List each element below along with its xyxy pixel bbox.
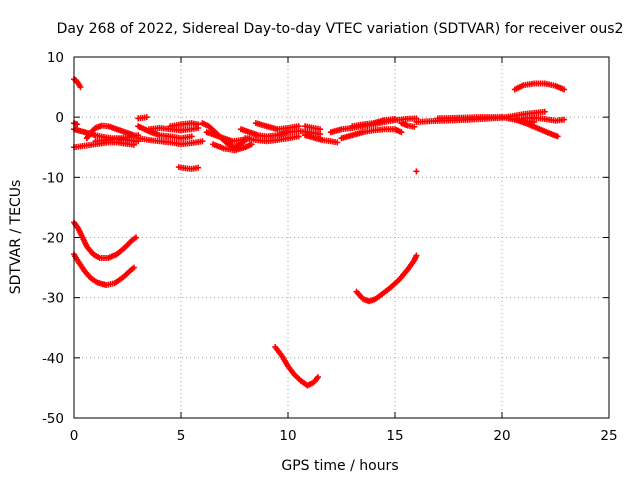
y-tick-label: -50 [42,411,64,427]
data-point [392,115,398,122]
series-arc-b [71,120,81,128]
data-point [398,129,405,136]
data-point [74,121,81,128]
data-point [295,123,302,130]
data-point [413,168,420,175]
data-point [554,133,561,140]
axis-ticks: 0 5 10 15 20 25 10 0 -10 -20 -30 -40 -50 [42,50,618,444]
data-point [199,138,206,145]
y-axis-label: SDTVAR / TECUs [8,180,24,295]
data-point [295,133,302,140]
series-arc-ac [520,114,568,124]
series-arc-h [135,123,195,142]
data-point [411,123,418,130]
data-point [133,234,140,241]
x-tick-label: 10 [279,428,296,444]
series-arc-x [398,120,418,130]
x-tick-label: 25 [600,428,617,444]
grid [74,57,609,418]
series-arc-ab [505,115,561,140]
data-point [130,264,137,271]
series-arc-q [252,120,302,133]
series-arc-p [237,126,324,140]
data-point [413,252,420,259]
data-point [561,86,568,93]
y-tick-label: 0 [55,110,64,126]
series-arc-ae [71,219,140,261]
x-tick-label: 15 [386,428,403,444]
data-points [71,76,568,389]
y-tick-label: -40 [42,351,64,367]
data-point [143,114,150,121]
series-arc-g [135,114,150,122]
y-tick-label: 10 [47,50,64,66]
series-arc-y [413,168,420,175]
series-arc-o [210,141,255,154]
series-arc-j [145,124,202,134]
series-arc-af [71,251,137,289]
data-point [195,121,202,128]
data-point [314,374,321,381]
data-point [334,139,341,146]
data-point [317,126,324,133]
series-arc-ad [511,80,568,93]
data-point [188,133,195,140]
series-arc-l [175,164,202,172]
series-arc-k [167,120,202,130]
series-arc-e [83,122,137,142]
series-arc-f [92,135,142,145]
series-arc-t [302,123,324,133]
data-point [77,84,84,91]
chart-title: Day 268 of 2022, Sidereal Day-to-day VTE… [57,21,624,37]
series-arc-a [71,76,84,91]
series-arc-v [338,126,405,142]
data-point [541,108,548,115]
y-tick-label: -30 [42,291,64,307]
series-arc-ah [353,252,420,305]
y-tick-label: -10 [42,170,64,186]
data-point [561,116,568,123]
data-point [195,164,202,171]
series-arc-s [302,132,341,146]
series-arc-ag [272,344,321,389]
x-tick-label: 5 [177,428,186,444]
series-arc-n [203,129,253,145]
series-arc-w [349,115,398,130]
x-tick-label: 20 [493,428,510,444]
x-axis-label: GPS time / hours [281,458,398,474]
series-arc-r [242,133,302,145]
x-tick-label: 0 [70,428,79,444]
y-tick-label: -20 [42,231,64,247]
data-point [130,132,137,139]
plot-frame [73,56,610,419]
series-arc-i [135,135,206,148]
